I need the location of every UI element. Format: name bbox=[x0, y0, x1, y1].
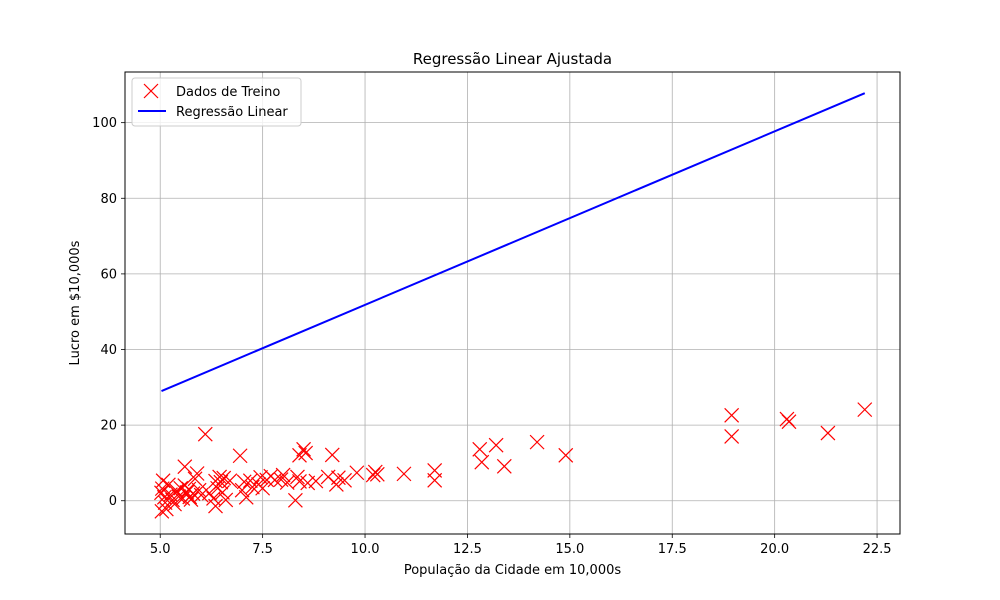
training-data-point bbox=[187, 471, 203, 487]
training-data-point bbox=[427, 472, 443, 488]
training-data-point bbox=[488, 437, 504, 453]
legend-label-regression: Regressão Linear bbox=[176, 105, 288, 120]
y-tick-label: 20 bbox=[100, 419, 117, 434]
y-axis: 0 20 40 60 80 100 bbox=[92, 116, 125, 509]
training-data-point bbox=[474, 454, 490, 470]
training-data-point bbox=[255, 480, 271, 496]
training-data-point bbox=[179, 484, 195, 500]
y-tick-label: 40 bbox=[100, 343, 117, 358]
training-data-point bbox=[154, 485, 169, 501]
x-tick-label: 22.5 bbox=[863, 542, 892, 557]
grid bbox=[125, 72, 900, 534]
x-tick-label: 10.0 bbox=[351, 542, 380, 557]
training-data-point bbox=[171, 489, 187, 504]
regression-line bbox=[161, 92, 866, 393]
x-axis: 5.0 7.5 10.0 12.5 15.0 17.5 20.0 22.5 bbox=[150, 534, 892, 557]
training-data-point bbox=[496, 458, 512, 474]
training-data-point bbox=[267, 472, 283, 488]
plot-area bbox=[154, 92, 873, 519]
training-data-point bbox=[296, 441, 312, 457]
training-data-point bbox=[183, 492, 199, 508]
training-data-point bbox=[208, 498, 223, 514]
training-data-point bbox=[558, 447, 574, 463]
legend: Dados de Treino Regressão Linear bbox=[131, 77, 302, 127]
training-data-point bbox=[529, 434, 545, 450]
training-data-point bbox=[781, 414, 797, 430]
training-data-point bbox=[158, 501, 174, 517]
x-tick-label: 15.0 bbox=[555, 542, 584, 557]
training-data-point bbox=[242, 473, 258, 489]
y-axis-label: Lucro em $10,000s bbox=[68, 240, 83, 365]
y-tick-label: 80 bbox=[100, 192, 117, 207]
training-data-point bbox=[820, 425, 836, 441]
training-data-point bbox=[369, 466, 385, 482]
legend-box bbox=[131, 77, 302, 127]
training-data-point bbox=[279, 475, 295, 491]
training-data-point bbox=[160, 477, 176, 493]
training-data-point bbox=[197, 426, 213, 442]
training-data-point bbox=[177, 459, 193, 475]
y-tick-label: 0 bbox=[109, 494, 117, 509]
training-data-point bbox=[308, 473, 324, 489]
chart-title: Regressão Linear Ajustada bbox=[413, 50, 612, 68]
training-data-point bbox=[472, 441, 488, 457]
y-tick-label: 100 bbox=[92, 116, 117, 131]
training-data-point bbox=[238, 489, 254, 505]
plot-frame bbox=[124, 71, 901, 535]
training-data-point bbox=[349, 465, 365, 481]
training-data-point bbox=[724, 407, 740, 423]
training-data-point bbox=[234, 482, 250, 498]
x-axis-label: População da Cidade em 10,000s bbox=[404, 563, 622, 578]
x-tick-label: 5.0 bbox=[150, 542, 171, 557]
training-data-point bbox=[298, 445, 314, 461]
training-data-point bbox=[275, 467, 291, 483]
x-tick-label: 17.5 bbox=[658, 542, 687, 557]
x-tick-label: 7.5 bbox=[252, 542, 273, 557]
training-data-point bbox=[232, 448, 248, 464]
legend-marker-training bbox=[143, 83, 159, 99]
legend-label-training: Dados de Treino bbox=[176, 85, 280, 100]
training-data-point bbox=[290, 469, 305, 485]
training-data-point bbox=[396, 466, 412, 482]
x-tick-label: 12.5 bbox=[453, 542, 482, 557]
training-data-point bbox=[337, 472, 352, 488]
training-data-point bbox=[857, 402, 873, 418]
x-tick-label: 20.0 bbox=[760, 542, 789, 557]
training-data-point bbox=[167, 496, 182, 512]
training-data-point bbox=[189, 466, 205, 481]
training-data-point bbox=[236, 474, 252, 490]
training-data-point bbox=[191, 482, 207, 498]
training-data-point bbox=[365, 467, 381, 483]
training-data-point bbox=[218, 492, 234, 508]
training-data-point bbox=[724, 429, 740, 444]
training-data-point bbox=[324, 447, 340, 463]
y-tick-label: 60 bbox=[100, 267, 117, 282]
training-data-point bbox=[222, 473, 238, 489]
training-data-point bbox=[212, 469, 228, 485]
training-data-point bbox=[215, 484, 230, 500]
training-data-point bbox=[287, 492, 303, 508]
